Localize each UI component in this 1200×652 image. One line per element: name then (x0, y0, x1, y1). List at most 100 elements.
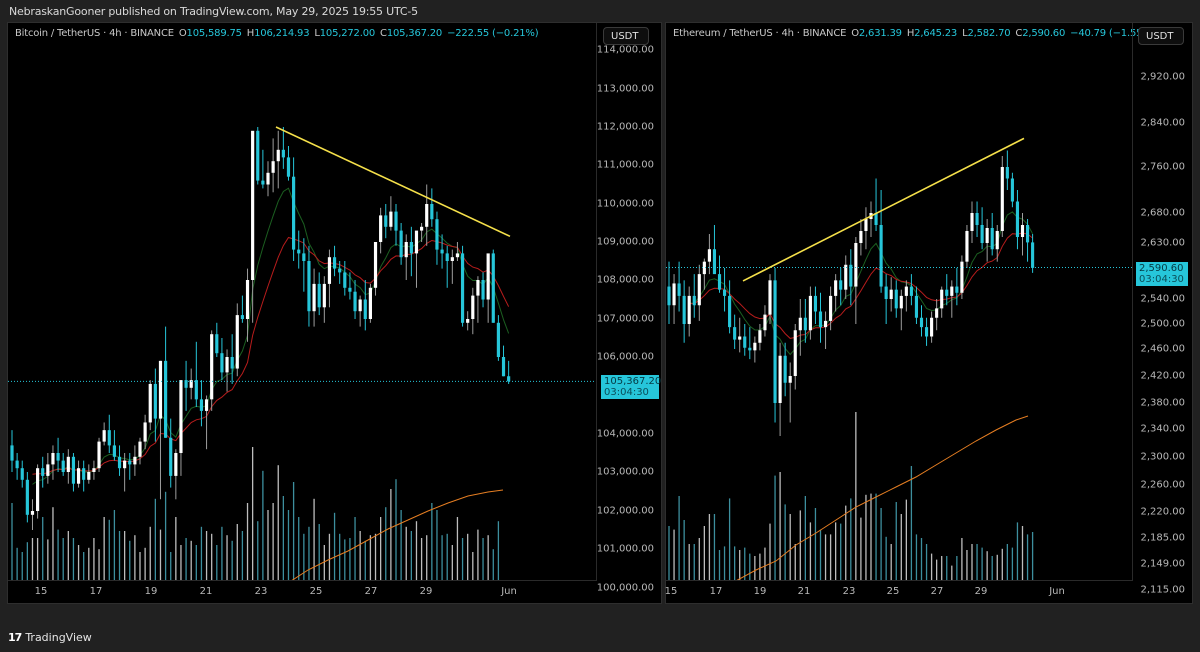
open-value: 105,589.75 (186, 28, 242, 39)
candle (358, 295, 362, 327)
symbol-title: Bitcoin / TetherUS · 4h · BINANCE (15, 28, 174, 39)
price-tick: 2,115.00 (1140, 584, 1185, 596)
last-price-label: 2,590.60 03:04:30 (1136, 261, 1188, 286)
candle (363, 280, 367, 331)
price-tick: 2,420.00 (1140, 370, 1185, 382)
candle (379, 207, 383, 254)
change-value: −40.79 (−1.55%) (1070, 28, 1156, 39)
price-tick: 104,000.00 (596, 428, 654, 440)
candle (990, 213, 994, 256)
btc-legend: Bitcoin / TetherUS · 4h · BINANCE O105,58… (15, 28, 543, 39)
candle (1000, 156, 1004, 237)
candle (935, 299, 939, 331)
candle (773, 267, 777, 423)
chart-panel-eth[interactable]: Ethereum / TetherUS · 4h · BINANCE O2,631… (665, 22, 1193, 604)
candle (798, 299, 802, 356)
candle (66, 449, 70, 484)
candle (297, 230, 301, 269)
candle (430, 188, 434, 227)
candle (394, 204, 398, 246)
low-label: L (314, 28, 320, 39)
trendline (275, 126, 511, 238)
low-value: 105,272.00 (319, 28, 376, 39)
time-tick: 21 (797, 586, 811, 597)
eth-time-axis[interactable]: 15 17 19 21 23 25 27 29 Jun (665, 580, 1132, 603)
candle (1015, 190, 1020, 250)
candle (389, 196, 393, 231)
candle (302, 238, 306, 292)
candle (672, 274, 676, 324)
candle (471, 287, 475, 335)
candle (728, 280, 732, 334)
open-label: O (178, 28, 187, 39)
currency-button[interactable]: USDT (603, 27, 649, 45)
candle (909, 274, 913, 306)
close-value: 105,367.20 (386, 28, 443, 39)
candle (399, 223, 403, 265)
bar-countdown: 03:04:30 (1139, 273, 1184, 285)
symbol-title: Ethereum / TetherUS · 4h · BINANCE (673, 28, 847, 39)
candle (924, 317, 929, 346)
candle (256, 127, 260, 185)
candle (307, 245, 311, 327)
price-tick: 2,680.00 (1140, 207, 1185, 219)
candle (174, 449, 178, 500)
candle (914, 286, 919, 324)
candle (51, 445, 55, 480)
time-tick: 21 (199, 586, 213, 597)
candle (327, 249, 332, 308)
low-value: 2,582.70 (967, 28, 1011, 39)
candle (491, 249, 495, 323)
candle (56, 437, 60, 472)
candle (184, 360, 188, 411)
candle (496, 315, 500, 361)
candle (312, 268, 316, 327)
tradingview-mark-icon: 17 (8, 631, 22, 644)
candle (960, 255, 964, 299)
candle (107, 414, 111, 453)
candle (507, 360, 511, 384)
time-tick: Jun (1049, 586, 1065, 597)
price-tick: 114,000.00 (596, 44, 654, 56)
candle (879, 190, 883, 293)
candle (71, 453, 76, 492)
candle (818, 292, 823, 343)
bar-countdown: 03:04:30 (604, 387, 649, 399)
candle (261, 149, 265, 189)
btc-time-axis[interactable]: 15 17 19 21 23 25 27 29 Jun (8, 580, 596, 603)
candle (808, 286, 812, 340)
candle (455, 242, 460, 261)
candle (425, 184, 429, 246)
btc-price-axis[interactable]: USDT 114,000.00 113,000.00 112,000.00 111,0… (596, 23, 662, 594)
candle (76, 460, 81, 488)
tradingview-logo[interactable]: 17 TradingView (8, 631, 92, 644)
candle (286, 146, 291, 181)
candle (753, 336, 757, 363)
btc-candlestick-chart[interactable] (8, 23, 596, 581)
candle (189, 368, 193, 400)
candle (164, 326, 168, 438)
currency-button[interactable]: USDT (1138, 27, 1184, 45)
ema-long-line (734, 415, 1029, 581)
eth-candlestick-chart[interactable] (666, 23, 1132, 581)
candle (702, 258, 706, 290)
time-tick: 25 (886, 586, 900, 597)
high-label: H (906, 28, 915, 39)
candle (343, 261, 347, 296)
price-tick: 108,000.00 (596, 274, 654, 286)
open-value: 2,631.39 (858, 28, 902, 39)
candle (712, 225, 717, 275)
candle (194, 341, 198, 408)
chart-panel-btc[interactable]: Bitcoin / TetherUS · 4h · BINANCE O105,58… (7, 22, 662, 604)
candle (276, 130, 280, 189)
time-tick: 29 (419, 586, 433, 597)
candle (722, 267, 727, 312)
candle (15, 453, 19, 480)
candle (985, 219, 989, 262)
candle (292, 157, 296, 261)
candle (281, 127, 285, 169)
time-tick: Jun (501, 586, 517, 597)
candle (980, 207, 984, 250)
eth-price-axis[interactable]: USDT 2,920.00 2,840.00 2,760.00 2,680.00 2,6… (1132, 23, 1193, 596)
candle (904, 280, 908, 312)
